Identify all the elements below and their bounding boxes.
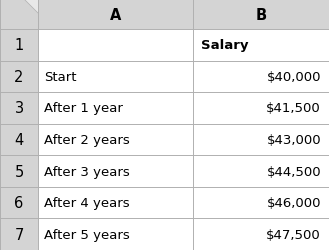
Text: After 2 years: After 2 years	[44, 134, 130, 146]
Text: After 3 years: After 3 years	[44, 165, 130, 178]
Text: 3: 3	[14, 101, 24, 116]
Text: $44,500: $44,500	[266, 165, 321, 178]
Bar	[38, 156, 193, 187]
Bar	[0, 156, 38, 187]
Text: A: A	[110, 8, 121, 22]
Bar	[193, 0, 329, 30]
Text: $46,000: $46,000	[266, 196, 321, 209]
Text: After 5 years: After 5 years	[44, 228, 130, 241]
Text: 6: 6	[14, 195, 24, 210]
Text: $40,000: $40,000	[266, 70, 321, 84]
Text: 4: 4	[14, 132, 24, 148]
Bar	[193, 93, 329, 124]
Text: After 1 year: After 1 year	[44, 102, 123, 115]
Bar	[0, 93, 38, 124]
Bar	[193, 156, 329, 187]
Bar	[193, 30, 329, 61]
Bar	[38, 124, 193, 156]
Text: After 4 years: After 4 years	[44, 196, 130, 209]
Bar	[0, 30, 38, 61]
Text: 2: 2	[14, 70, 24, 84]
Bar	[0, 124, 38, 156]
Text: $47,500: $47,500	[266, 228, 321, 241]
Bar	[38, 93, 193, 124]
Bar	[193, 124, 329, 156]
Bar	[38, 61, 193, 93]
Text: $41,500: $41,500	[266, 102, 321, 115]
Bar	[38, 30, 193, 61]
Text: 7: 7	[14, 227, 24, 242]
Bar	[38, 218, 193, 250]
Bar	[0, 218, 38, 250]
Text: B: B	[255, 8, 266, 22]
Text: $43,000: $43,000	[266, 134, 321, 146]
Text: 5: 5	[14, 164, 24, 179]
Polygon shape	[24, 0, 38, 14]
Bar	[0, 0, 38, 30]
Bar	[38, 0, 193, 30]
Bar	[193, 187, 329, 218]
Bar	[193, 61, 329, 93]
Text: Start: Start	[44, 70, 77, 84]
Text: 1: 1	[14, 38, 24, 53]
Text: Salary: Salary	[201, 39, 248, 52]
Bar	[0, 61, 38, 93]
Bar	[0, 187, 38, 218]
Bar	[193, 218, 329, 250]
Bar	[38, 187, 193, 218]
